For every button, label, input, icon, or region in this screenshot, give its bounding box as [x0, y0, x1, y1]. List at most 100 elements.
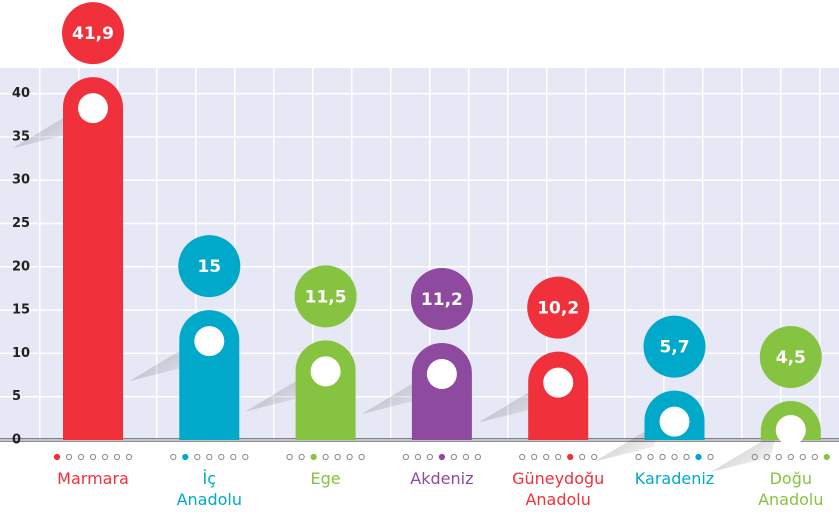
x-tick-label: Ege [310, 469, 341, 488]
pager-dot [194, 453, 201, 461]
category-label-box: Doğu Anadolu [731, 468, 839, 510]
pager-dot [763, 453, 770, 461]
bar [63, 77, 123, 441]
pager-dot [751, 453, 758, 461]
pager-dot [170, 453, 177, 461]
category-label-box: Akdeniz [382, 468, 502, 489]
pager-dot [591, 453, 598, 461]
bar-group: 11,2 [361, 268, 473, 440]
pager-dot [346, 453, 353, 461]
pager-dot [334, 453, 341, 461]
pager-dot [230, 453, 237, 461]
pager-dot [543, 453, 550, 461]
pager-dot [125, 453, 133, 461]
pager-dot [242, 453, 249, 461]
pager-dot [555, 453, 562, 461]
category-label-box: Marmara [33, 468, 153, 489]
x-tick-label: Karadeniz [634, 469, 715, 488]
x-tick-label: İç Anadolu [176, 469, 242, 509]
value-bubble [759, 326, 822, 389]
pager-dot [671, 453, 678, 461]
pager-dot [799, 453, 806, 461]
bar [295, 340, 356, 440]
value-label: 11,5 [305, 287, 347, 307]
pager-dot [707, 453, 714, 461]
pager-dot [358, 453, 365, 461]
pager-dot [218, 453, 225, 461]
value-label: 11,2 [421, 290, 463, 310]
pager-dot [286, 453, 293, 461]
x-tick-label: Doğu Anadolu [758, 469, 824, 509]
pager-dot [519, 453, 526, 461]
bar-group: 41,9 [13, 2, 124, 441]
bar [411, 343, 472, 440]
bar-group: 11,5 [245, 265, 357, 440]
y-tick-label: 25 [12, 216, 30, 231]
pager-dot [298, 453, 305, 461]
bar-knob [775, 415, 806, 445]
value-bubble [294, 265, 357, 328]
pager-dot [89, 453, 97, 461]
category-label-box: Ege [266, 468, 386, 489]
pager-dot [426, 453, 433, 461]
value-bubble [62, 2, 124, 65]
pager-dot [402, 453, 409, 461]
pager-dot [65, 453, 73, 461]
x-tick-label: Marmara [57, 469, 129, 488]
category-label-box: Karadeniz [615, 468, 735, 489]
bar-knob [310, 356, 341, 387]
bar-knob [659, 406, 690, 437]
bar-knob [78, 93, 108, 124]
value-label: 4,5 [776, 348, 806, 368]
pager-dot [531, 453, 538, 461]
value-label: 41,9 [72, 24, 114, 44]
pager-dot [635, 453, 642, 461]
category-label-box: İç Anadolu [149, 468, 269, 510]
y-tick-label: 20 [12, 259, 30, 274]
pager-dot [775, 453, 782, 461]
x-tick-label: Güneydoğu Anadolu [512, 469, 605, 509]
pager-dot [414, 453, 421, 461]
bar [179, 310, 240, 440]
pager-dot [683, 453, 690, 461]
value-label: 15 [197, 257, 221, 277]
y-tick-label: 40 [12, 86, 30, 101]
pager-dot [567, 453, 574, 461]
pager-dot [113, 453, 121, 461]
pager-dot [101, 453, 109, 461]
value-bubble [643, 315, 706, 378]
value-label: 10,2 [537, 299, 579, 319]
pager-dot [206, 453, 213, 461]
bar-knob [426, 359, 457, 390]
pager-dot [811, 453, 818, 461]
y-tick-label: 30 [12, 173, 30, 188]
bar-group: 10,2 [478, 276, 590, 440]
pager-dot [450, 453, 457, 461]
value-bubble [527, 276, 590, 339]
bar-shadow [710, 422, 779, 473]
pager-dot [787, 453, 794, 461]
pager-dot [310, 453, 317, 461]
pager-dot [579, 453, 586, 461]
pager-dot [77, 453, 85, 461]
pager-dot [182, 453, 189, 461]
y-tick-label: 15 [12, 303, 30, 318]
category-label-box: Güneydoğu Anadolu [498, 468, 618, 510]
pager-dot [647, 453, 654, 461]
value-bubble [410, 268, 473, 331]
pager-dot [695, 453, 702, 461]
pager-dot [474, 453, 481, 461]
pager-dot [438, 453, 445, 461]
bar-group: 15 [129, 235, 241, 440]
pager-dot [462, 453, 469, 461]
pager-dot [53, 453, 61, 461]
y-tick-label: 10 [12, 346, 30, 361]
bar-knob [194, 326, 225, 357]
bar-group: 5,7 [594, 315, 706, 462]
y-tick-label: 0 [12, 433, 21, 448]
y-tick-label: 5 [12, 389, 21, 404]
value-bubble [178, 235, 241, 298]
x-tick-label: Akdeniz [410, 469, 474, 488]
